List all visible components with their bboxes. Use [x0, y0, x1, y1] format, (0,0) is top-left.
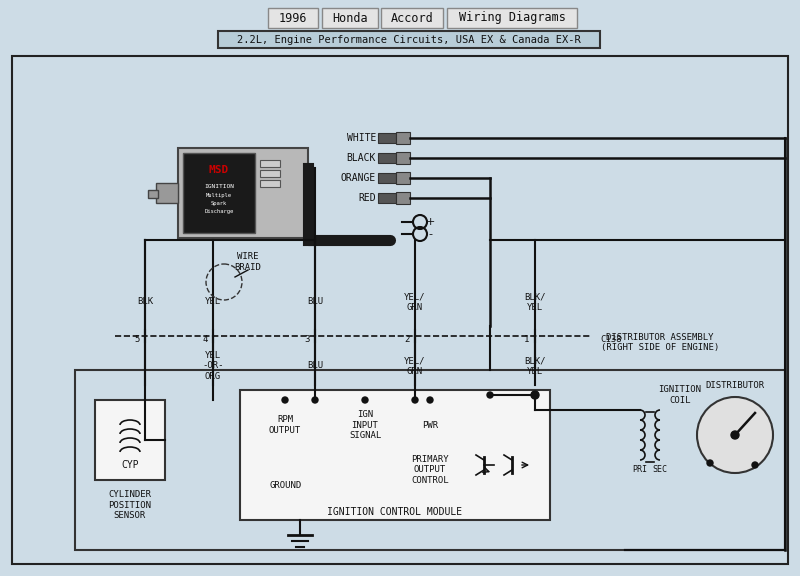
Text: RED: RED	[358, 193, 376, 203]
Text: CYLINDER
POSITION
SENSOR: CYLINDER POSITION SENSOR	[109, 490, 151, 520]
Bar	[268, 8, 318, 28]
Text: YEL
-OR-
ORG: YEL -OR- ORG	[202, 351, 224, 381]
Bar	[260, 180, 280, 187]
Text: Wiring Diagrams: Wiring Diagrams	[458, 12, 566, 25]
Text: BLU: BLU	[307, 362, 323, 370]
Text: 3: 3	[304, 335, 310, 343]
Circle shape	[697, 397, 773, 473]
Text: 1: 1	[524, 335, 530, 343]
Bar	[75, 370, 785, 550]
Text: YEL/
GRN: YEL/ GRN	[404, 357, 426, 376]
Text: BLACK: BLACK	[346, 153, 376, 163]
Text: PWR: PWR	[422, 420, 438, 430]
Text: MSD: MSD	[209, 165, 229, 175]
Text: Honda: Honda	[332, 12, 368, 25]
Circle shape	[487, 392, 493, 398]
Text: PRI: PRI	[633, 465, 647, 475]
Text: Multiple: Multiple	[206, 194, 232, 199]
Bar	[378, 193, 396, 203]
Text: Discharge: Discharge	[204, 210, 234, 214]
Bar	[12, 56, 788, 564]
Bar	[396, 192, 410, 204]
Circle shape	[707, 460, 713, 466]
Circle shape	[752, 462, 758, 468]
Text: DISTRIBUTOR: DISTRIBUTOR	[706, 381, 765, 389]
Text: ORANGE: ORANGE	[341, 173, 376, 183]
Bar	[396, 132, 410, 144]
Text: CYP: CYP	[121, 460, 139, 470]
Circle shape	[362, 397, 368, 403]
Circle shape	[427, 397, 433, 403]
Bar	[183, 153, 255, 233]
Bar	[381, 8, 443, 28]
Text: WIRE
BRAID: WIRE BRAID	[234, 252, 262, 272]
Text: BLU: BLU	[307, 297, 323, 306]
Text: BLK/
YEL: BLK/ YEL	[524, 292, 546, 312]
Circle shape	[282, 397, 288, 403]
Bar	[240, 390, 550, 520]
Bar	[396, 152, 410, 164]
Bar	[260, 160, 280, 167]
Bar	[148, 190, 158, 198]
Text: -: -	[428, 229, 432, 239]
Text: IGN
INPUT
SIGNAL: IGN INPUT SIGNAL	[349, 410, 381, 440]
Bar	[447, 8, 577, 28]
Bar	[260, 170, 280, 177]
Text: IGNITION
COIL: IGNITION COIL	[658, 385, 702, 405]
Text: Spark: Spark	[211, 202, 227, 207]
Text: 2.2L, Engine Performance Circuits, USA EX & Canada EX-R: 2.2L, Engine Performance Circuits, USA E…	[237, 35, 581, 45]
Text: RPM
OUTPUT: RPM OUTPUT	[269, 415, 301, 435]
Text: DISTRIBUTOR ASSEMBLY
(RIGHT SIDE OF ENGINE): DISTRIBUTOR ASSEMBLY (RIGHT SIDE OF ENGI…	[601, 332, 719, 352]
Text: YEL: YEL	[205, 297, 221, 306]
Bar	[378, 153, 396, 163]
Text: BLK: BLK	[137, 297, 153, 306]
Text: C138: C138	[600, 335, 622, 343]
Text: YEL/
GRN: YEL/ GRN	[404, 292, 426, 312]
Text: IGNITION CONTROL MODULE: IGNITION CONTROL MODULE	[327, 507, 462, 517]
Text: BLK/
YEL: BLK/ YEL	[524, 357, 546, 376]
Circle shape	[731, 431, 739, 439]
Text: SEC: SEC	[653, 465, 667, 475]
Text: PRIMARY
OUTPUT
CONTROL: PRIMARY OUTPUT CONTROL	[411, 455, 449, 485]
Text: 2: 2	[404, 335, 410, 343]
Bar	[218, 31, 600, 48]
Text: GROUND: GROUND	[270, 480, 302, 490]
Text: 4: 4	[202, 335, 208, 343]
Text: Accord: Accord	[390, 12, 434, 25]
Bar	[396, 172, 410, 184]
Circle shape	[531, 391, 539, 399]
Circle shape	[412, 397, 418, 403]
Text: +: +	[426, 217, 434, 227]
Text: 1996: 1996	[278, 12, 307, 25]
Circle shape	[312, 397, 318, 403]
Text: WHITE: WHITE	[346, 133, 376, 143]
Text: 5: 5	[134, 335, 140, 343]
Bar	[178, 148, 308, 238]
Bar	[95, 400, 165, 480]
Bar	[378, 133, 396, 143]
Bar	[322, 8, 378, 28]
Bar	[156, 183, 178, 203]
Text: IGNITION: IGNITION	[204, 184, 234, 188]
Bar	[378, 173, 396, 183]
